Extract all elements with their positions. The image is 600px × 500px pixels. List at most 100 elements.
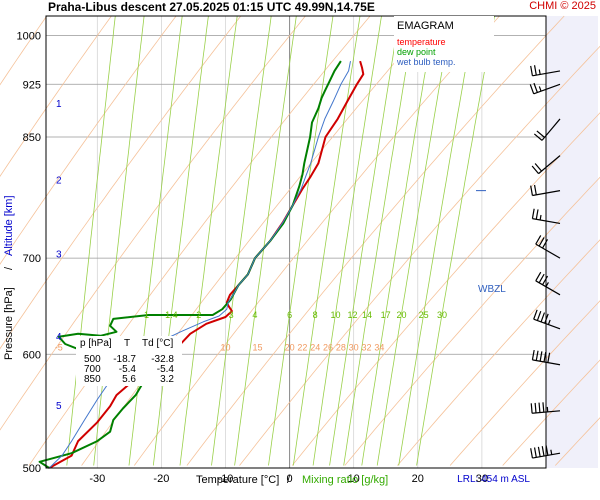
dry-adiabat-line bbox=[0, 15, 48, 86]
wind-barb-flag bbox=[529, 84, 535, 95]
mixing-ratio-label: 20 bbox=[397, 310, 407, 320]
dry-adiabat-label: 10 bbox=[220, 342, 230, 352]
copyright-label: CHMI © 2025 bbox=[529, 0, 596, 12]
wind-barb-staff bbox=[535, 280, 561, 296]
x-tick-label: 30 bbox=[476, 473, 488, 485]
mixing-ratio-label: 4 bbox=[252, 310, 257, 320]
wind-barb bbox=[530, 445, 561, 459]
plot-area bbox=[46, 16, 546, 468]
wind-barb-flag bbox=[531, 349, 535, 361]
legend-temperature: temperature bbox=[397, 37, 446, 47]
x-tick-label: -10 bbox=[218, 473, 234, 485]
lrl-label: LRL: 454 m ASL bbox=[457, 474, 530, 485]
wbzl-label: WBZL bbox=[478, 284, 506, 295]
y-tick-label: 925 bbox=[23, 79, 41, 91]
dry-adiabat-line bbox=[0, 15, 242, 350]
wind-barb-flag bbox=[534, 163, 543, 172]
dry-adiabat-label: 24 bbox=[310, 342, 320, 352]
dry-adiabat-line bbox=[449, 300, 600, 466]
table-header-td: Td [°C] bbox=[142, 338, 173, 349]
wind-barb-staff bbox=[532, 218, 561, 225]
dry-adiabat-label: 26 bbox=[323, 342, 333, 352]
wind-barb-flag bbox=[534, 402, 537, 413]
wind-barb-flag bbox=[543, 351, 547, 363]
x-tick-label: 0 bbox=[287, 473, 293, 485]
series-temperature bbox=[48, 60, 365, 469]
wind-barb-flag bbox=[540, 312, 546, 323]
mixing-ratio-label: 12 bbox=[347, 310, 357, 320]
wind-barb-flag bbox=[537, 446, 541, 457]
wind-barb-staff bbox=[532, 452, 561, 459]
wind-barb-flag bbox=[535, 235, 542, 245]
mixing-ratio-label: 3 bbox=[229, 310, 234, 320]
wind-barb-flag bbox=[544, 313, 549, 324]
wind-barb-staff bbox=[532, 410, 561, 414]
wind-barb-flag bbox=[542, 275, 549, 286]
wind-barb-half bbox=[538, 69, 541, 75]
wind-barb-flag bbox=[533, 133, 543, 141]
dry-adiabat-label: 15 bbox=[253, 342, 263, 352]
y-tick-label: 700 bbox=[23, 253, 41, 265]
table-header-t: T bbox=[124, 338, 130, 349]
dry-adiabat-line bbox=[186, 15, 565, 466]
wind-barb-flag bbox=[538, 273, 545, 284]
table-header-p: p [hPa] bbox=[80, 338, 112, 349]
wind-column bbox=[546, 16, 598, 468]
wind-barb-staff bbox=[533, 318, 561, 330]
dry-adiabat-label: 34 bbox=[374, 342, 384, 352]
wind-barb-half bbox=[539, 214, 542, 221]
wind-barb-staff bbox=[538, 155, 561, 175]
y-axis-label-pressure: Pressure [hPa] bbox=[3, 287, 15, 360]
wind-barb-staff bbox=[541, 118, 561, 141]
dry-adiabat-line bbox=[344, 176, 600, 466]
table-cell: -5.4 bbox=[119, 364, 137, 375]
wind-barb bbox=[529, 82, 561, 95]
dry-adiabat-label: 32 bbox=[362, 342, 372, 352]
dry-adiabat-line bbox=[397, 239, 600, 466]
wind-barb-flag bbox=[542, 402, 545, 413]
x-tick-label: 20 bbox=[412, 473, 424, 485]
altitude-tick-label: 2 bbox=[56, 176, 62, 187]
dry-adiabat-label: 28 bbox=[336, 342, 346, 352]
table-cell: 5.6 bbox=[122, 374, 136, 385]
mixing-ratio-label: 8 bbox=[313, 310, 318, 320]
altitude-tick-label: 1 bbox=[56, 99, 62, 110]
mixing-ratio-label: 6 bbox=[287, 310, 292, 320]
wind-barb bbox=[530, 184, 561, 197]
wind-barb-flag bbox=[530, 448, 534, 459]
mixing-ratio-label: 2 bbox=[196, 310, 201, 320]
mixing-ratio-label: 30 bbox=[437, 310, 447, 320]
wind-barb-flag bbox=[530, 185, 534, 196]
table-cell: 700 bbox=[84, 364, 101, 375]
wind-barb-flag bbox=[538, 402, 541, 413]
wind-barb-staff bbox=[532, 190, 561, 197]
wind-barb-flag bbox=[533, 309, 538, 320]
dry-adiabat-label: 30 bbox=[349, 342, 359, 352]
wind-barb-flag bbox=[535, 350, 539, 361]
wind-barb-flag bbox=[531, 208, 535, 219]
y-tick-label: 600 bbox=[23, 349, 41, 361]
dry-adiabat-line bbox=[502, 359, 600, 466]
mixing-ratio-label: 17 bbox=[381, 310, 391, 320]
table-cell: 3.2 bbox=[160, 374, 174, 385]
wind-barb-staff bbox=[532, 70, 561, 77]
wind-barb-flag bbox=[533, 184, 537, 195]
wind-barb bbox=[531, 349, 561, 366]
wind-barb bbox=[535, 235, 561, 259]
sounding-table: p [hPa] T Td [°C] 500 -18.7 -32.8 700 -5… bbox=[76, 336, 182, 386]
wind-barb-flag bbox=[535, 209, 539, 220]
dry-adiabat-label: 20 bbox=[285, 342, 295, 352]
mixing-ratio-line bbox=[179, 15, 238, 466]
table-cell: 850 bbox=[84, 374, 101, 385]
dry-adiabat-line bbox=[291, 112, 600, 466]
x-tick-label: -30 bbox=[89, 473, 105, 485]
table-cell: -18.7 bbox=[113, 354, 136, 365]
wind-barb-flag bbox=[539, 351, 543, 362]
dry-adiabat-line bbox=[239, 45, 600, 466]
legend-dew-point: dew point bbox=[397, 47, 436, 57]
y-axis-label-altitude: Altitude [km] bbox=[3, 195, 15, 256]
wind-barb bbox=[531, 208, 561, 225]
wind-barb-flag bbox=[545, 445, 549, 456]
wind-barb bbox=[530, 65, 561, 77]
wind-barb-flag bbox=[530, 65, 534, 76]
